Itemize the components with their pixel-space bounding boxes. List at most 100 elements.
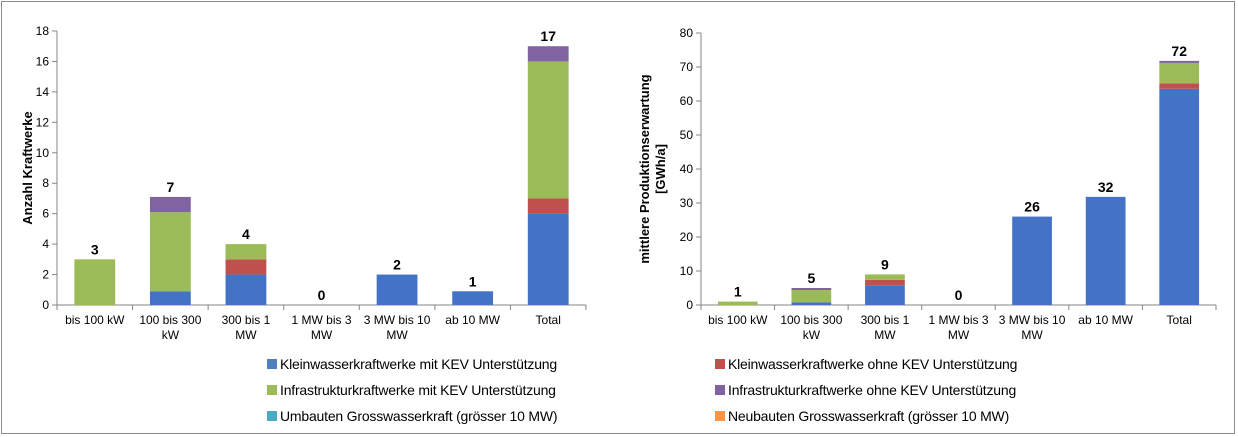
bar-segment [225, 244, 267, 260]
total-label: 0 [318, 287, 326, 303]
total-label: 1 [469, 273, 477, 289]
y-axis-title: Anzahl Kraftwerke [20, 111, 35, 224]
x-tick-label: 300 bis 1 [861, 313, 910, 327]
bar-segment [452, 291, 494, 305]
x-tick-label: MW [386, 328, 408, 342]
y-tick-label: 20 [680, 230, 694, 244]
legend-swatch [715, 385, 725, 395]
total-label: 3 [91, 241, 99, 257]
y-tick-label: 16 [36, 54, 50, 68]
y-tick-label: 10 [36, 146, 50, 160]
legend-label: Neubauten Grosswasserkraft (grösser 10 M… [728, 408, 1010, 424]
x-tick-label: MW [311, 328, 333, 342]
y-tick-label: 0 [686, 298, 693, 312]
x-tick-label: ab 10 MW [445, 313, 500, 327]
y-tick-label: 14 [36, 85, 50, 99]
bar-segment [527, 213, 569, 305]
total-label: 4 [242, 226, 250, 242]
bar-segment [74, 259, 116, 305]
y-axis-title: mittlere Produktionserwartung [637, 74, 652, 263]
bar-segment [225, 274, 267, 305]
legend-swatch [715, 359, 725, 369]
total-label: 72 [1171, 43, 1187, 59]
x-tick-label: Total [1167, 313, 1192, 327]
legend-swatch [715, 411, 725, 421]
legend-item-infra-mit-kev: Infrastrukturkraftwerke mit KEV Unterstü… [267, 380, 556, 400]
bar-segment [791, 302, 832, 305]
y-tick-label: 12 [36, 115, 50, 129]
y-tick-label: 10 [680, 264, 694, 278]
y-axis-title: [GWh/a] [653, 144, 668, 194]
bar-segment [149, 212, 191, 292]
bar-segment [376, 274, 418, 305]
y-tick-label: 50 [680, 128, 694, 142]
bar-segment [1159, 83, 1200, 89]
total-label: 5 [807, 270, 815, 286]
x-tick-label: bis 100 kW [708, 313, 768, 327]
legend-swatch [267, 411, 277, 421]
bar-segment [225, 259, 267, 275]
bar-segment [1085, 196, 1126, 305]
total-label: 1 [734, 284, 742, 300]
x-tick-label: MW [235, 328, 257, 342]
x-tick-label: 3 MW bis 10 [364, 313, 431, 327]
x-tick-label: kW [803, 328, 821, 342]
x-tick-label: kW [162, 328, 180, 342]
bar-segment [865, 274, 905, 280]
total-label: 17 [540, 28, 556, 44]
y-tick-label: 60 [680, 94, 694, 108]
bar-segment [149, 291, 191, 305]
x-tick-label: MW [1021, 328, 1043, 342]
y-tick-label: 2 [42, 268, 49, 282]
x-tick-label: MW [874, 328, 896, 342]
x-tick-label: 100 bis 300 [139, 313, 201, 327]
bar-segment [527, 198, 569, 214]
bar-segment [1159, 88, 1200, 305]
x-tick-label: 100 bis 300 [780, 313, 842, 327]
x-tick-label: 1 MW bis 3 [928, 313, 988, 327]
bar-segment [1159, 60, 1200, 63]
bar-segment [149, 196, 191, 213]
legend-swatch [267, 385, 277, 395]
bar-segment [1012, 216, 1052, 305]
x-tick-label: bis 100 kW [65, 313, 125, 327]
bar-segment [717, 301, 758, 305]
bar-segment [1159, 62, 1200, 84]
total-label: 32 [1098, 179, 1114, 195]
y-tick-label: 70 [680, 60, 694, 74]
x-tick-label: Total [536, 313, 561, 327]
legend-swatch [267, 359, 277, 369]
legend-label: Kleinwasserkraftwerke ohne KEV Unterstüt… [728, 356, 1018, 372]
bar-segment [527, 61, 569, 199]
y-tick-label: 40 [680, 162, 694, 176]
x-tick-label: 1 MW bis 3 [291, 313, 351, 327]
legend-item-neubauten: Neubauten Grosswasserkraft (grösser 10 M… [715, 406, 1009, 426]
chart-produktionserwartung: 0 10 20 30 40 50 60 70 80 1 bis 100 kW 5 100 bis 300… [637, 26, 1217, 342]
y-tick-label: 80 [680, 26, 694, 40]
x-tick-label: ab 10 MW [1078, 313, 1133, 327]
legend-item-infra-ohne-kev: Infrastrukturkraftwerke ohne KEV Unterst… [715, 380, 1016, 400]
y-tick-label: 8 [42, 176, 49, 190]
y-tick-label: 18 [36, 24, 50, 38]
total-label: 7 [166, 179, 174, 195]
total-label: 9 [881, 256, 889, 272]
legend-label: Infrastrukturkraftwerke ohne KEV Unterst… [728, 382, 1017, 398]
y-tick-label: 0 [42, 298, 49, 312]
legend-label: Umbauten Grosswasserkraft (grösser 10 MW… [280, 408, 558, 424]
x-tick-label: MW [948, 328, 970, 342]
legend: Kleinwasserkraftwerke mit KEV Unterstütz… [0, 348, 1238, 436]
legend-item-umbauten: Umbauten Grosswasserkraft (grösser 10 MW… [267, 406, 558, 426]
legend-label: Kleinwasserkraftwerke mit KEV Unterstütz… [280, 356, 557, 372]
y-tick-label: 30 [680, 196, 694, 210]
bar-segment [527, 46, 569, 62]
x-tick-label: 300 bis 1 [222, 313, 271, 327]
legend-item-klein-ohne-kev: Kleinwasserkraftwerke ohne KEV Unterstüt… [715, 354, 1017, 374]
legend-label: Infrastrukturkraftwerke mit KEV Unterstü… [280, 382, 556, 398]
y-tick-label: 6 [42, 207, 49, 221]
bar-segment [791, 290, 832, 303]
legend-item-klein-mit-kev: Kleinwasserkraftwerke mit KEV Unterstütz… [267, 354, 557, 374]
bar-segment [865, 285, 905, 305]
total-label: 26 [1024, 199, 1040, 215]
